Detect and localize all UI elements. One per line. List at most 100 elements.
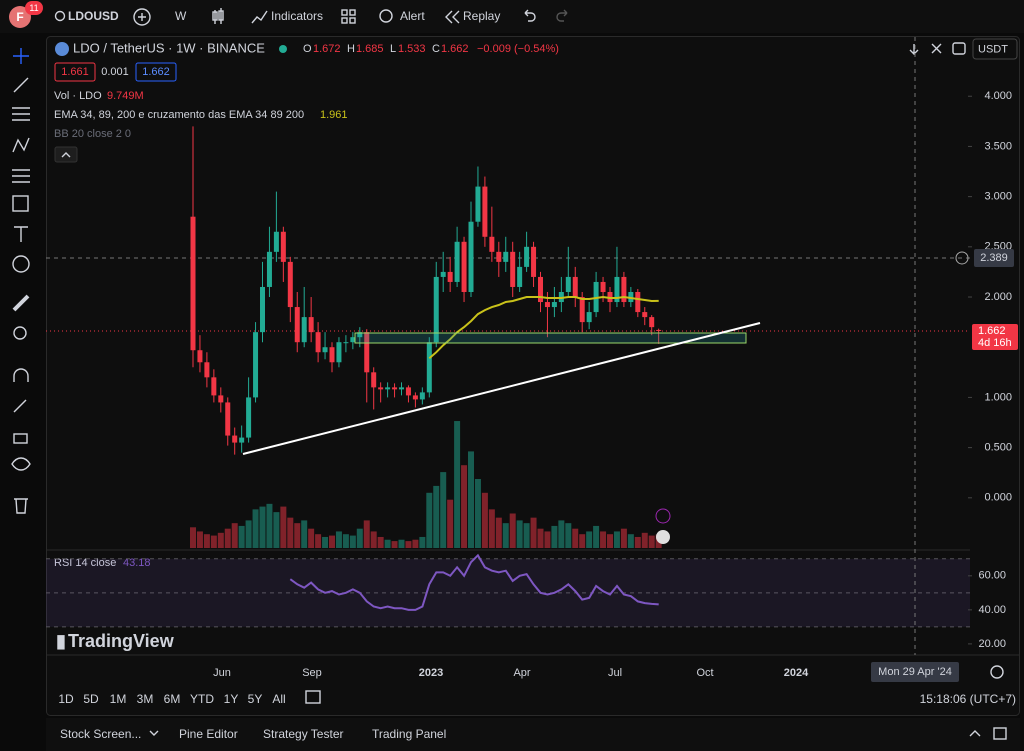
shape-tool[interactable] [12, 195, 29, 212]
redo[interactable] [556, 9, 568, 22]
rsi-background [46, 558, 970, 627]
scroll-button[interactable] [909, 44, 919, 55]
panel-tab[interactable]: Pine Editor [179, 727, 238, 741]
range-button[interactable]: 5D [83, 692, 99, 706]
volume-bar [648, 535, 655, 548]
settings-button[interactable] [990, 665, 1004, 679]
replay-button[interactable]: Replay [463, 9, 500, 23]
volume-bar [600, 531, 607, 548]
add-symbol[interactable] [133, 8, 151, 26]
range-button[interactable]: 3M [137, 692, 154, 706]
x-axis-label: Apr [513, 667, 530, 679]
currency-selector[interactable] [972, 38, 1018, 60]
alert-button[interactable]: Alert [400, 9, 425, 23]
range-button[interactable]: 1M [110, 692, 127, 706]
trendline-tool[interactable] [13, 77, 29, 93]
candle-body [357, 332, 363, 338]
market-status [279, 45, 287, 53]
trendline[interactable] [242, 322, 761, 455]
crosshair-tool[interactable] [13, 48, 29, 64]
range-button[interactable]: 5Y [248, 692, 263, 706]
y-tick-label: 2.000 [984, 291, 1012, 303]
delete-tool[interactable] [14, 498, 28, 514]
tab-dropdown[interactable] [149, 730, 159, 736]
date-range-button[interactable] [305, 690, 321, 704]
range-button[interactable]: 6M [164, 692, 181, 706]
fullscreen-button[interactable] [931, 43, 942, 54]
bid-box[interactable] [54, 62, 96, 82]
forecast-tool[interactable] [12, 169, 30, 183]
indicators-button[interactable]: Indicators [271, 9, 323, 23]
x-axis-label: Oct [696, 667, 713, 679]
zoom-tool[interactable] [13, 326, 27, 340]
collapse-icon [61, 152, 71, 158]
volume-bar [259, 506, 266, 548]
volume-bar [551, 525, 558, 548]
price-tag [972, 323, 1018, 350]
volume-bar [426, 492, 433, 548]
volume-bar [523, 523, 530, 548]
avatar[interactable] [9, 6, 31, 28]
ask-box[interactable] [135, 62, 177, 82]
event-flag[interactable] [656, 530, 670, 544]
undo[interactable] [524, 9, 536, 22]
range-button[interactable]: 1Y [224, 692, 239, 706]
measure-tool[interactable] [12, 294, 30, 312]
volume-bar [329, 535, 335, 548]
x-axis-label: 2023 [419, 667, 443, 679]
range-button[interactable]: All [272, 692, 285, 706]
candle-body [433, 276, 439, 343]
clock: 15:18:06 (UTC+7) [920, 692, 1016, 706]
candle-body [579, 297, 585, 323]
interval[interactable]: W [175, 9, 187, 23]
layout-icon [349, 17, 356, 24]
expand-panel[interactable] [969, 730, 981, 737]
volume-bar [377, 536, 384, 548]
panel-tab[interactable]: Stock Screen... [60, 727, 141, 741]
candle-body [468, 221, 474, 292]
restore-button[interactable] [952, 42, 966, 55]
volume-bar [370, 531, 377, 548]
candle-body [308, 317, 314, 333]
y-tick-label: 3.500 [984, 140, 1012, 152]
pattern-tool[interactable] [12, 137, 30, 153]
volume-bar [502, 523, 509, 548]
range-button[interactable]: YTD [190, 692, 214, 706]
symbol[interactable]: LDOUSD [68, 9, 119, 23]
visibility-tool[interactable] [11, 457, 31, 471]
maximize-panel[interactable] [993, 727, 1007, 740]
y-tick-label: 1.000 [984, 391, 1012, 403]
volume-bar [607, 534, 613, 548]
magnet-tool[interactable] [13, 368, 29, 382]
layout-icon[interactable] [341, 9, 348, 16]
volume-bar [593, 525, 600, 548]
add-alert-button[interactable] [955, 251, 969, 265]
draw-mode-tool[interactable] [13, 399, 27, 413]
volume-bar [190, 527, 196, 548]
support-zone[interactable] [354, 332, 747, 344]
collapse-legend[interactable] [54, 146, 78, 163]
panel-tab[interactable]: Strategy Tester [263, 727, 343, 741]
volume-bar [384, 539, 391, 548]
icon-tool[interactable] [12, 255, 30, 273]
candle-body [211, 377, 217, 396]
volume-bar [398, 539, 405, 548]
replay-icon [445, 10, 460, 24]
volume-bar [315, 534, 322, 548]
candle-body [544, 302, 550, 308]
volume-bar [231, 523, 238, 548]
candle-body [621, 276, 627, 303]
panel-tab[interactable]: Trading Panel [372, 727, 446, 741]
event-icon[interactable] [655, 508, 671, 524]
candle-body [329, 347, 335, 363]
range-button[interactable]: 1D [58, 692, 74, 706]
fib-tool[interactable] [12, 107, 30, 121]
volume-bar [627, 534, 634, 548]
text-tool[interactable] [14, 226, 28, 242]
candle-body [232, 435, 238, 443]
legend-l: L [390, 43, 396, 55]
badge [25, 1, 43, 15]
search-icon[interactable] [54, 10, 66, 22]
lock-tool[interactable] [13, 433, 28, 444]
